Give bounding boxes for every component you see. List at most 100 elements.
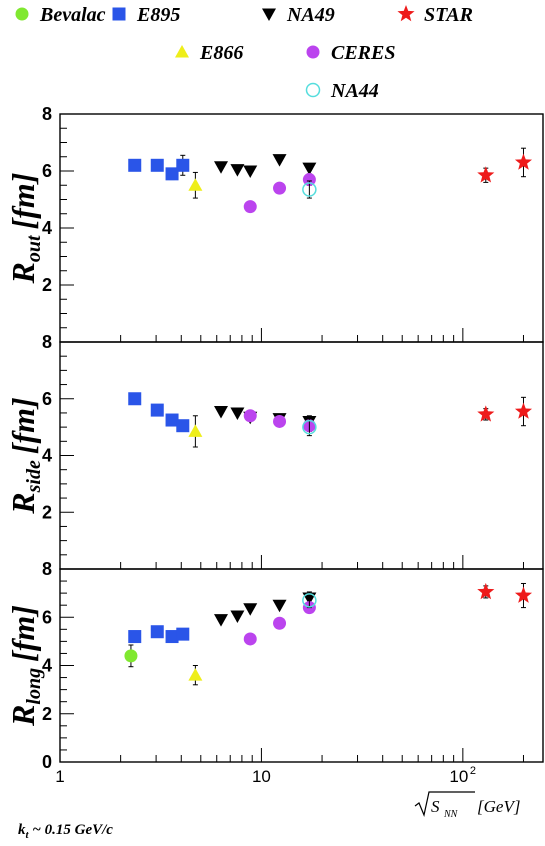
data-point-na49: [214, 161, 229, 174]
series-ceres: [243, 173, 316, 214]
y-tick-label: 8: [42, 332, 52, 352]
x-label-unit: [GeV]: [477, 797, 520, 816]
y-label-main: R: [5, 492, 41, 514]
panel-frame: [59, 568, 544, 763]
legend-entry-bevalac: Bevalac: [15, 4, 106, 26]
x-tick-label-exponent: 2: [470, 765, 476, 777]
legend-label-bevalac: Bevalac: [39, 4, 106, 26]
data-point-e895: [150, 158, 164, 172]
data-point-star: [514, 402, 533, 419]
panel-rlong: 0 2 4 6 8 Rlong [fm]: [5, 559, 544, 772]
data-point-na49: [243, 603, 258, 616]
y-tick-label: 4: [42, 446, 52, 466]
y-label-unit: [fm]: [5, 605, 41, 662]
data-point-star: [477, 582, 495, 600]
series-star: [477, 147, 533, 183]
series-e895: [128, 154, 190, 181]
kt-note-lead: k: [18, 822, 26, 838]
y-tick-label: 0: [42, 752, 52, 772]
data-point-star: [514, 586, 533, 603]
data-point-na49: [230, 610, 245, 624]
chart-panels: 2 4 6 8 Rout [fm] 2 4 6 8 Rside [fm] 0 2 4 6 8 Rlong [fm]: [5, 104, 544, 772]
data-point-e895: [128, 158, 142, 172]
data-point-e895: [165, 167, 179, 181]
series-ceres: [243, 409, 316, 433]
data-point-e895: [176, 419, 190, 433]
y-tick-label: 2: [42, 704, 52, 724]
y-tick-label: 6: [42, 161, 52, 181]
data-point-e866: [188, 424, 203, 437]
data-point-na49: [214, 614, 229, 627]
data-point-na44: [302, 419, 317, 435]
data-point-e895: [128, 630, 142, 644]
data-point-na49: [272, 154, 287, 167]
y-tick-label: 6: [42, 607, 52, 627]
legend-entry-e895: E895: [112, 4, 180, 26]
x-axis: 1 10 10 2S NN [GeV]kt ~ 0.15 GeV/c: [18, 765, 520, 841]
data-point-na44: [302, 593, 317, 608]
series-bevalac: [124, 644, 138, 668]
y-label-main: R: [5, 262, 41, 284]
legend-entry-star: STAR: [397, 4, 473, 26]
legend-marker-star: [397, 5, 415, 22]
legend-entry-na49: NA49: [262, 4, 335, 26]
legend-label-e895: E895: [136, 4, 180, 26]
y-tick-label: 6: [42, 389, 52, 409]
y-tick-label: 8: [42, 104, 52, 124]
y-label-sub: long: [23, 668, 45, 705]
kt-note-rest: ~ 0.15 GeV/c: [29, 822, 114, 838]
data-point-star: [477, 405, 495, 422]
series-e895: [128, 392, 190, 433]
data-point-na44: [302, 182, 317, 197]
legend-marker-ceres: [306, 45, 320, 59]
legend-label-star: STAR: [424, 4, 473, 26]
y-label-unit: [fm]: [5, 397, 41, 454]
panel-frame: [59, 113, 544, 343]
series-na44: [302, 418, 317, 437]
legend: Bevalac E895 NA49 STAR E866 CERES NA44: [15, 4, 473, 102]
x-label-root: S: [431, 797, 440, 816]
y-axis-label-rout: Rout [fm]: [5, 173, 45, 285]
x-axis-label: S NN [GeV]: [414, 791, 520, 820]
data-point-star: [514, 153, 533, 170]
series-na44: [302, 180, 317, 199]
data-point-ceres: [243, 409, 257, 423]
data-point-e895: [165, 630, 179, 644]
y-label-main: R: [5, 705, 41, 727]
panel-rside: 2 4 6 8 Rside [fm]: [5, 332, 544, 570]
data-point-bevalac: [124, 649, 138, 663]
data-point-na49: [243, 165, 258, 178]
y-label-sub: out: [23, 234, 45, 262]
series-e866: [188, 415, 203, 448]
legend-label-na44: NA44: [330, 80, 379, 102]
y-tick-label: 4: [42, 218, 52, 238]
legend-marker-e895: [112, 7, 126, 21]
series-na44: [302, 592, 317, 609]
data-point-na49: [302, 162, 317, 176]
legend-marker-na49: [262, 8, 276, 21]
data-point-e895: [150, 403, 164, 417]
data-point-star: [477, 166, 495, 183]
data-point-e895: [150, 625, 164, 639]
data-point-e895: [176, 158, 190, 172]
data-point-na49: [272, 599, 287, 613]
data-point-na49: [214, 406, 229, 419]
legend-marker-na44: [305, 82, 321, 98]
x-label-sub: NN: [443, 809, 459, 820]
legend-marker-e866: [175, 45, 189, 58]
x-tick-label: 1: [55, 767, 64, 786]
data-point-ceres: [273, 616, 287, 630]
y-label-unit: [fm]: [5, 173, 41, 230]
data-point-ceres: [243, 632, 257, 646]
series-e866: [188, 171, 203, 199]
legend-label-ceres: CERES: [331, 42, 395, 64]
data-point-na49: [230, 164, 245, 177]
data-point-ceres: [243, 200, 257, 214]
series-e866: [188, 665, 203, 686]
y-tick-label: 2: [42, 502, 52, 522]
x-tick-label: 10: [252, 767, 271, 786]
y-axis-label-rside: Rside [fm]: [5, 397, 45, 514]
kt-note-sub: t: [26, 829, 30, 841]
series-star: [477, 582, 533, 609]
